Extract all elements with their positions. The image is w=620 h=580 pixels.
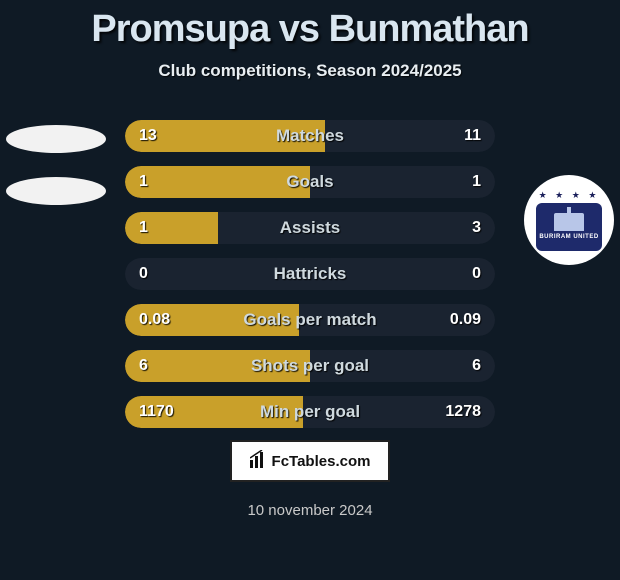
stat-value-left: 1 (139, 219, 148, 237)
stat-bar-left (125, 166, 310, 198)
stat-label: Shots per goal (251, 356, 369, 376)
stat-row: 0 Hattricks 0 (125, 258, 495, 290)
footer-brand-text: FcTables.com (272, 453, 371, 470)
stat-label: Assists (280, 218, 340, 238)
crest-stars: ★ ★ ★ ★ (539, 190, 600, 201)
stat-label: Matches (276, 126, 344, 146)
stat-row: 6 Shots per goal 6 (125, 350, 495, 382)
stat-bar-right (218, 212, 496, 244)
placeholder-ellipse (6, 177, 106, 205)
stat-value-right: 3 (472, 219, 481, 237)
stat-label: Hattricks (274, 264, 347, 284)
stat-value-right: 6 (472, 357, 481, 375)
stat-value-left: 1 (139, 173, 148, 191)
footer-date: 10 november 2024 (247, 502, 372, 519)
stat-row: 13 Matches 11 (125, 120, 495, 152)
footer-brand-logo: FcTables.com (230, 440, 390, 482)
stat-value-left: 1170 (139, 403, 174, 421)
stat-bar-right (310, 166, 495, 198)
stat-row: 1170 Min per goal 1278 (125, 396, 495, 428)
crest-inner: BURIRAM UNITED (536, 203, 602, 251)
page-subtitle: Club competitions, Season 2024/2025 (0, 61, 620, 81)
stat-value-right: 0 (472, 265, 481, 283)
stat-value-left: 13 (139, 127, 157, 145)
crest-text: BURIRAM UNITED (539, 234, 598, 240)
page-title: Promsupa vs Bunmathan (0, 0, 620, 51)
stat-label: Goals per match (243, 310, 376, 330)
stat-row: 1 Goals 1 (125, 166, 495, 198)
placeholder-ellipse (6, 125, 106, 153)
stat-value-right: 11 (464, 127, 481, 145)
stat-label: Goals (286, 172, 333, 192)
stats-container: 13Matches111Goals11Assists30Hattricks00.… (125, 120, 495, 442)
stat-value-right: 1278 (445, 403, 481, 421)
player-right-badge: ★ ★ ★ ★ BURIRAM UNITED (524, 175, 612, 263)
stat-row: 1 Assists 3 (125, 212, 495, 244)
crest-building-icon (554, 213, 584, 231)
stat-label: Min per goal (260, 402, 360, 422)
player-left-badge (12, 115, 100, 203)
stat-value-right: 0.09 (450, 311, 481, 329)
stat-value-left: 0.08 (139, 311, 170, 329)
chart-icon (250, 450, 268, 473)
club-crest: ★ ★ ★ ★ BURIRAM UNITED (524, 175, 614, 265)
stat-row: 0.08 Goals per match 0.09 (125, 304, 495, 336)
stat-value-left: 0 (139, 265, 148, 283)
stat-value-right: 1 (472, 173, 481, 191)
stat-value-left: 6 (139, 357, 148, 375)
